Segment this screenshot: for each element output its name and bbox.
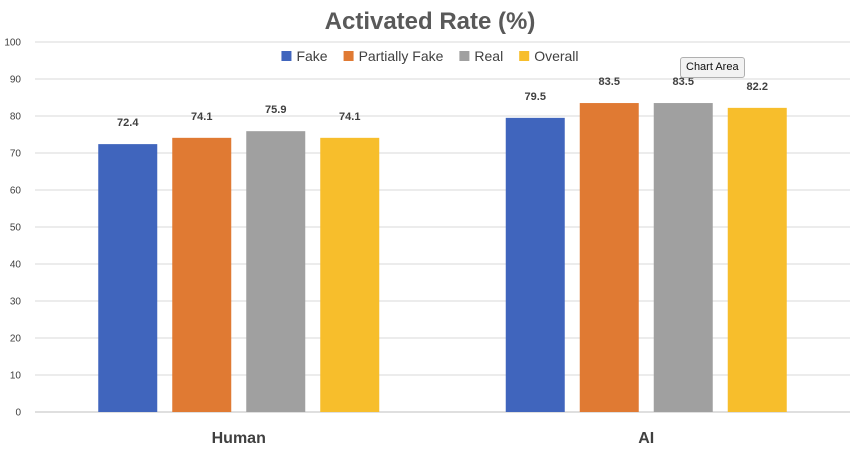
data-label: 82.2	[747, 81, 768, 93]
bar-fake-ai[interactable]	[505, 117, 565, 412]
data-label: 74.1	[339, 111, 360, 123]
y-tick-label: 50	[10, 223, 22, 234]
y-tick-label: 60	[10, 186, 22, 197]
bar-partially-fake-human[interactable]	[172, 137, 232, 412]
gridlines	[35, 41, 850, 413]
y-tick-label: 0	[15, 408, 21, 419]
x-axis: Human AI	[212, 430, 655, 447]
legend: Fake Partially Fake Real Overall	[281, 48, 579, 64]
legend-label: Fake	[296, 48, 327, 64]
data-label: 83.5	[673, 76, 694, 88]
bars	[98, 103, 787, 413]
bar-real-human[interactable]	[246, 131, 306, 413]
data-labels: 72.4 74.1 75.9 74.1 79.5 83.5 83.5 82.2	[117, 76, 768, 129]
legend-label: Overall	[534, 48, 578, 64]
y-tick-label: 90	[10, 75, 22, 86]
bar-real-ai[interactable]	[653, 103, 713, 413]
y-tick-label: 80	[10, 112, 22, 123]
y-tick-label: 20	[10, 334, 22, 345]
legend-swatch	[281, 51, 292, 61]
legend-item-partially-fake[interactable]: Partially Fake	[343, 48, 444, 64]
bar-overall-human[interactable]	[320, 137, 380, 412]
x-category-label: Human	[212, 430, 266, 447]
data-label: 83.5	[599, 76, 620, 88]
bar-partially-fake-ai[interactable]	[579, 103, 639, 413]
legend-label: Real	[474, 48, 503, 64]
data-label: 74.1	[191, 111, 212, 123]
legend-item-real[interactable]: Real	[459, 48, 503, 64]
data-label: 72.4	[117, 117, 139, 129]
data-label: 75.9	[265, 104, 286, 116]
legend-item-overall[interactable]: Overall	[519, 48, 579, 64]
bar-overall-ai[interactable]	[727, 107, 787, 413]
legend-swatch	[343, 51, 354, 61]
y-tick-label: 40	[10, 260, 22, 271]
y-axis: 0 10 20 30 40 50 60 70 80 90 100	[4, 38, 21, 419]
chart-area-tooltip: Chart Area	[680, 57, 745, 78]
legend-swatch	[519, 51, 530, 61]
data-label: 79.5	[525, 91, 546, 103]
y-tick-label: 30	[10, 297, 22, 308]
bar-fake-human[interactable]	[98, 144, 158, 412]
y-tick-label: 100	[4, 38, 21, 49]
legend-item-fake[interactable]: Fake	[281, 48, 328, 64]
y-tick-label: 70	[10, 149, 22, 160]
legend-label: Partially Fake	[359, 48, 444, 64]
legend-swatch	[459, 51, 470, 61]
x-category-label: AI	[638, 430, 654, 447]
y-tick-label: 10	[10, 371, 22, 382]
chart-title: Activated Rate (%)	[325, 8, 536, 35]
